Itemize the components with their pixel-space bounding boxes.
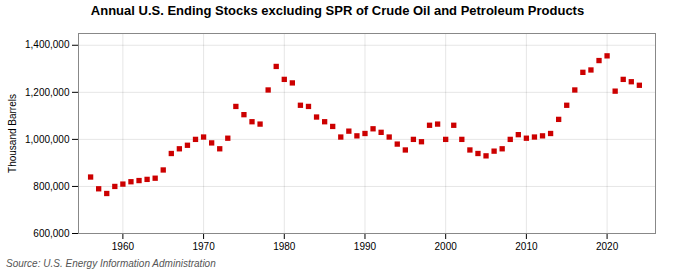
svg-text:1980: 1980: [273, 241, 296, 252]
svg-text:1970: 1970: [192, 241, 215, 252]
svg-text:Thousand Barrels: Thousand Barrels: [7, 94, 18, 173]
svg-text:2020: 2020: [596, 241, 619, 252]
svg-text:1,200,000: 1,200,000: [25, 87, 70, 98]
svg-text:2010: 2010: [515, 241, 538, 252]
svg-text:1,000,000: 1,000,000: [25, 134, 70, 145]
svg-text:600,000: 600,000: [33, 228, 70, 239]
html-text:Source: U.S. Energy Informatio: Source: U.S. Energy Information Administ…: [6, 258, 216, 269]
html-text:Annual U.S. Ending Stocks excl: Annual U.S. Ending Stocks excluding SPR …: [90, 3, 585, 18]
svg-text:1,400,000: 1,400,000: [25, 39, 70, 50]
svg-text:1990: 1990: [354, 241, 377, 252]
svg-text:800,000: 800,000: [33, 181, 70, 192]
svg-text:1960: 1960: [112, 241, 135, 252]
svg-text:2000: 2000: [435, 241, 458, 252]
